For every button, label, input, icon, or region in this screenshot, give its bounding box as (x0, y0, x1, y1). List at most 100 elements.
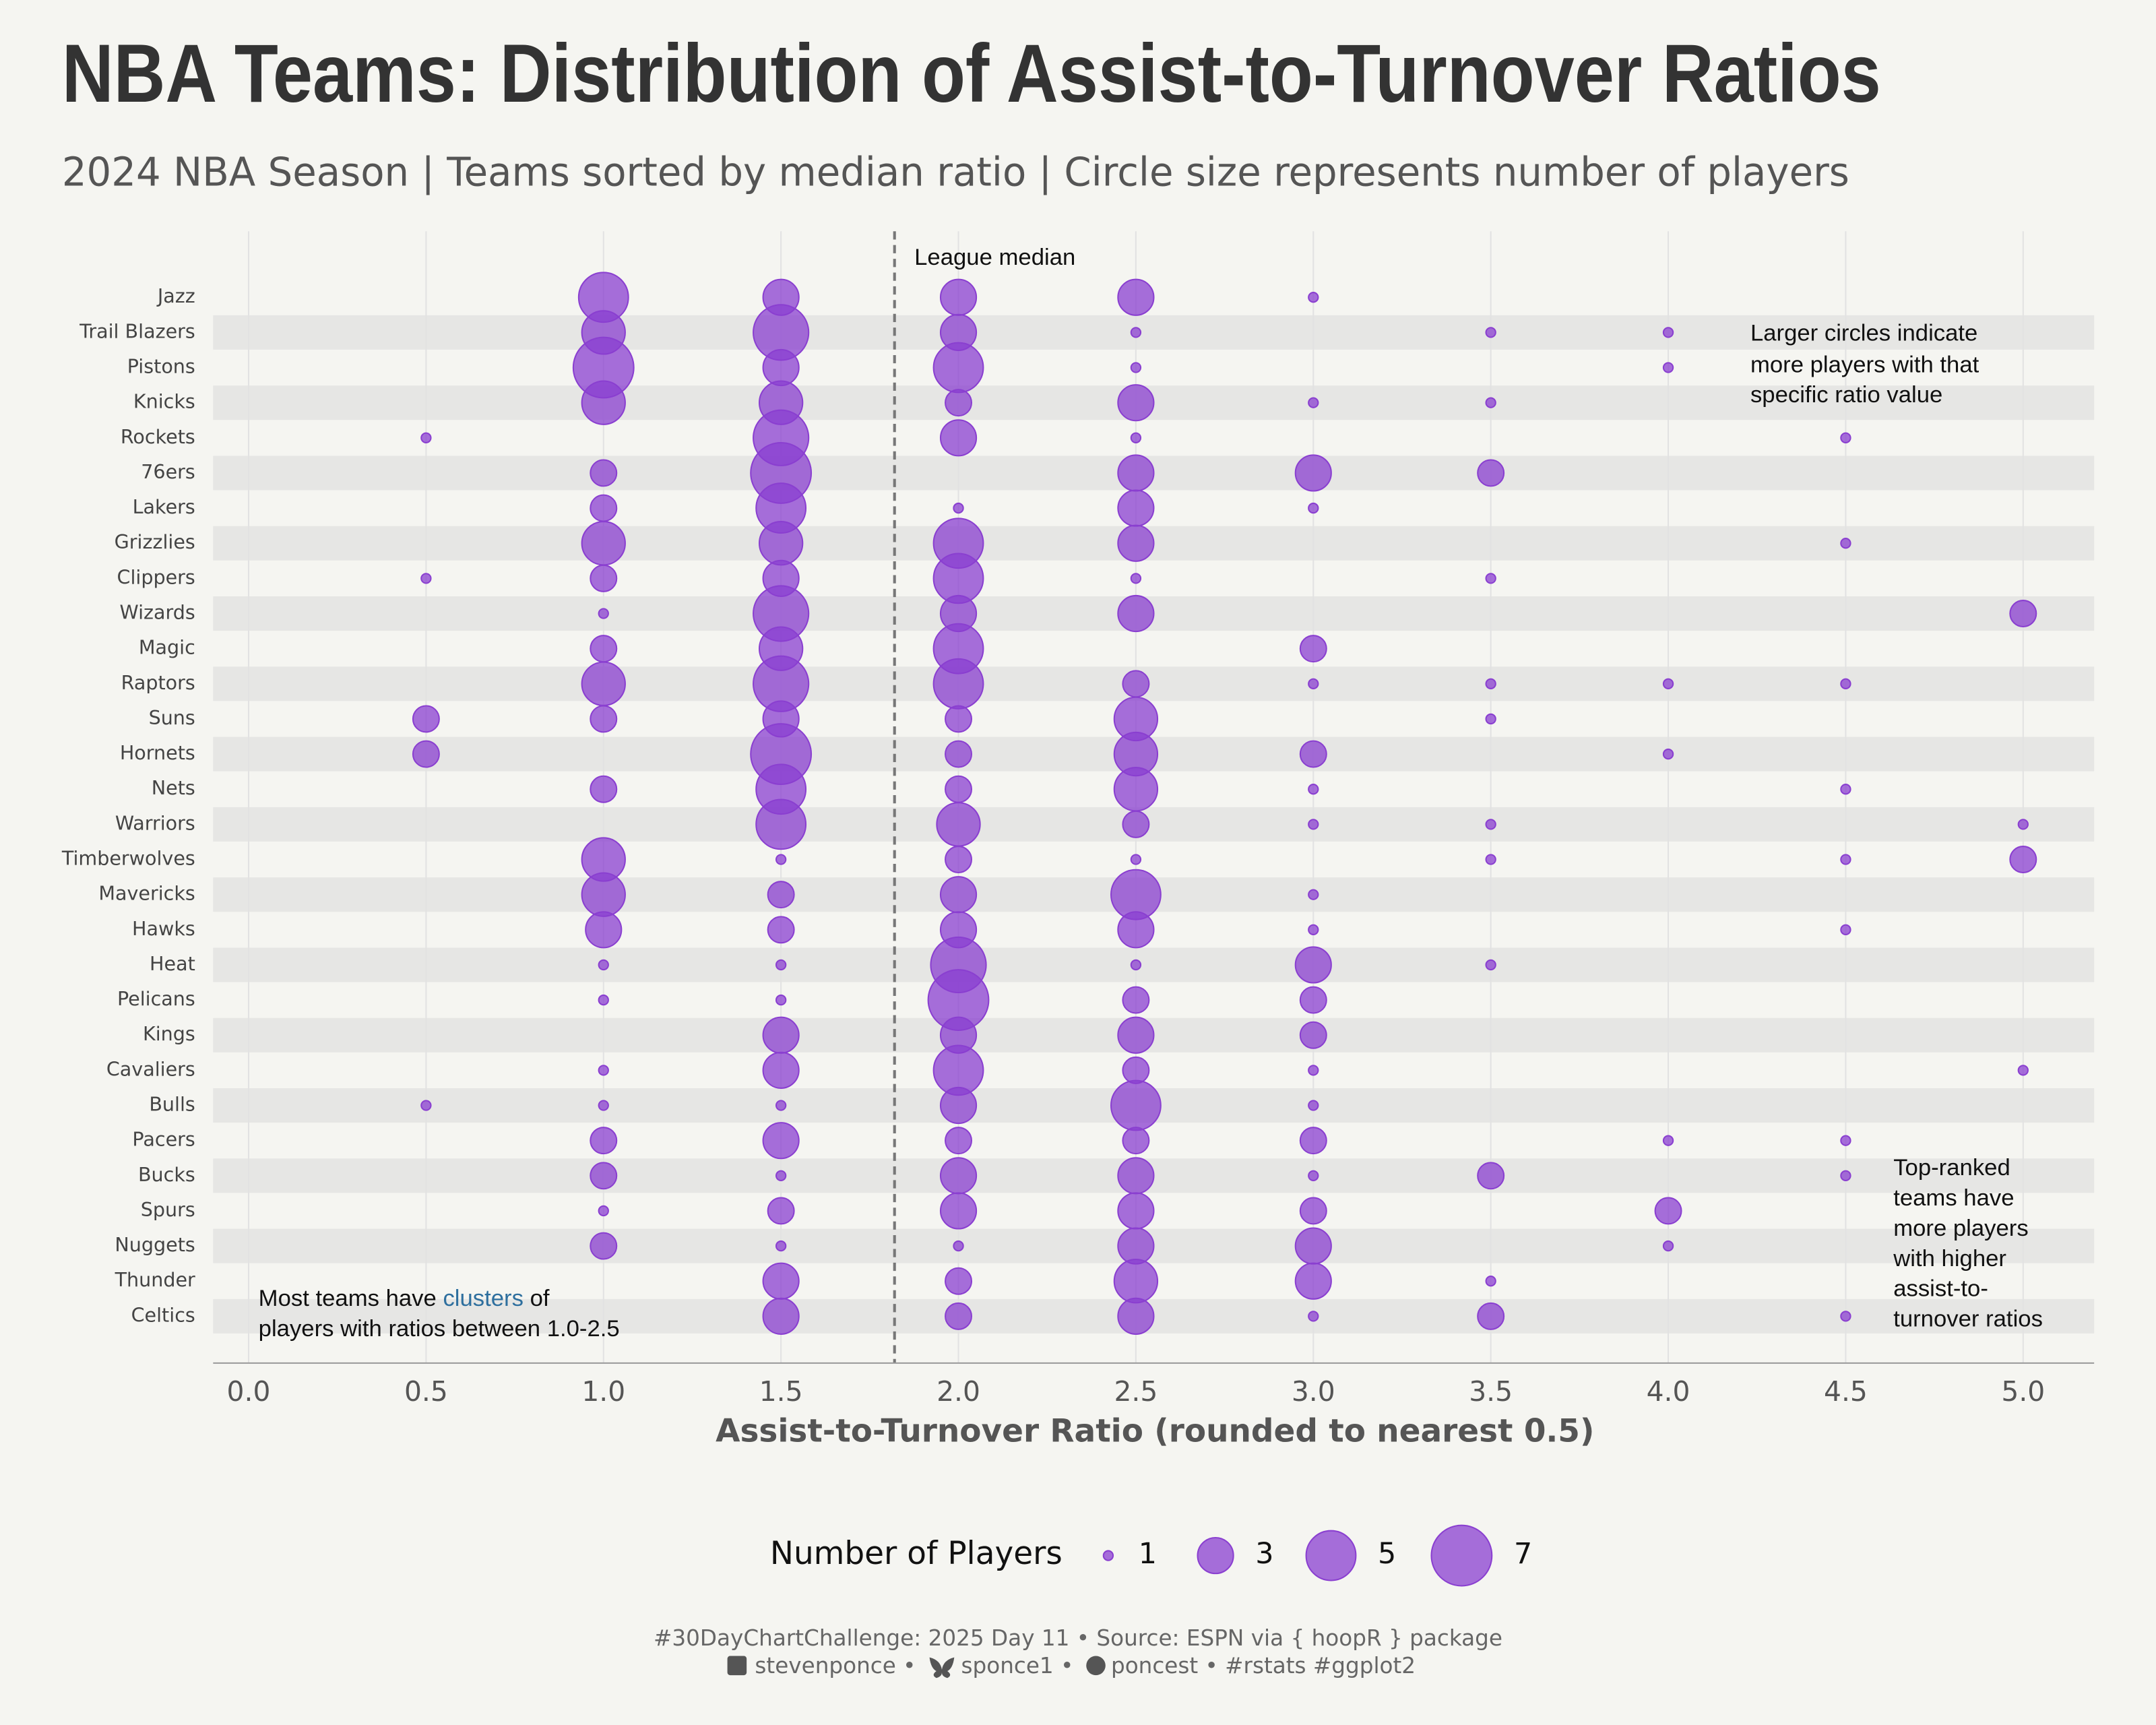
bubble (1840, 538, 1851, 549)
bubble (2009, 600, 2037, 627)
bubble (1117, 454, 1155, 492)
bubble (1110, 1079, 1162, 1131)
x-tick-label: 2.0 (937, 1375, 980, 1408)
bubble (1308, 1065, 1319, 1076)
y-tick-label: Jazz (156, 284, 195, 307)
bubble (1113, 1259, 1159, 1304)
bubble (775, 854, 787, 865)
bubble (939, 278, 978, 316)
bubble (1840, 678, 1851, 689)
bubble (1308, 819, 1319, 830)
bubble (1485, 1276, 1496, 1287)
annotation-part: Most teams have (259, 1286, 443, 1311)
y-tick-label: Hawks (132, 917, 195, 940)
bubble (1485, 678, 1496, 689)
bubble (1308, 397, 1319, 408)
bubble (1662, 1135, 1674, 1146)
bubble (1485, 959, 1496, 971)
legend-key (1197, 1536, 1234, 1575)
x-tick-label: 1.5 (759, 1375, 803, 1408)
bubble (1662, 362, 1674, 373)
bubble (945, 705, 973, 733)
bubble (420, 1100, 432, 1111)
bubble (1485, 327, 1496, 338)
bubble (945, 1267, 973, 1295)
bubble (1485, 573, 1496, 584)
bubble (775, 1240, 787, 1252)
bubble (590, 494, 618, 522)
bubble (1294, 1227, 1332, 1265)
bubble (1485, 854, 1496, 865)
row-band (213, 315, 2095, 350)
bubble (598, 608, 609, 619)
bubble (1117, 1297, 1155, 1335)
bubble (775, 959, 787, 971)
bubble (1299, 635, 1327, 663)
bubble (1299, 1127, 1327, 1155)
y-tick-label: Pistons (127, 355, 195, 378)
annotation-line: specific ratio value (1750, 382, 1942, 408)
y-tick-label: Pelicans (117, 987, 195, 1010)
bubble (1294, 454, 1332, 492)
y-tick-label: Rockets (121, 425, 195, 448)
bubble (1840, 1170, 1851, 1181)
bubble (412, 705, 440, 733)
bubble (1840, 924, 1851, 935)
bubble (1299, 986, 1327, 1014)
legend-label: 7 (1514, 1537, 1532, 1571)
bubble (1117, 1016, 1155, 1054)
bubble (1477, 459, 1505, 487)
y-tick-label: Bulls (149, 1093, 195, 1116)
annotation: Top-ranked teams have more players with … (1893, 1155, 2043, 1331)
y-tick-label: Trail Blazers (79, 319, 195, 342)
bubble (1130, 573, 1142, 584)
bubble (932, 342, 984, 394)
annotation: Most teams have clusters of (259, 1286, 550, 1311)
caption: sponce1 • (961, 1653, 1074, 1679)
row-band (213, 947, 2095, 982)
bubble (1308, 784, 1319, 795)
x-tick-label: 0.5 (404, 1375, 448, 1408)
bubble (581, 661, 626, 706)
annotation-line: Larger circles indicate (1750, 320, 1977, 346)
y-tick-label: Grizzlies (115, 530, 195, 553)
bubble (420, 432, 432, 443)
bubble (590, 564, 618, 592)
y-tick-label: Suns (149, 706, 195, 729)
x-tick-label: 4.5 (1824, 1375, 1868, 1408)
bubble (945, 740, 973, 768)
y-tick-label: Spurs (141, 1198, 195, 1221)
bubble (1122, 986, 1150, 1014)
bubble (598, 959, 609, 971)
legend-label: 3 (1255, 1537, 1273, 1571)
bubble (1299, 1197, 1327, 1225)
bubble (1117, 1227, 1155, 1265)
bubble (590, 1162, 618, 1190)
bubble (945, 846, 973, 873)
y-tick-label: Pacers (132, 1128, 195, 1151)
bubble (1117, 278, 1155, 316)
legend-key (1102, 1550, 1114, 1561)
x-axis-title: Assist-to-Turnover Ratio (rounded to nea… (716, 1412, 1594, 1449)
bubble (412, 740, 440, 768)
annotation-line: teams have (1893, 1185, 2014, 1211)
bubble (1840, 854, 1851, 865)
bubble (755, 798, 807, 850)
bubble (1122, 810, 1150, 838)
y-tick-label: Thunder (115, 1268, 195, 1291)
annotation: players with ratios between 1.0-2.5 (259, 1316, 620, 1342)
annotation-line: with higher (1893, 1246, 2006, 1272)
bubble (1308, 502, 1319, 514)
annotation-line: Top-ranked (1893, 1155, 2010, 1181)
bubble (598, 1205, 609, 1217)
bubble (1130, 362, 1142, 373)
legend-label: 1 (1139, 1537, 1157, 1571)
legend-key (1430, 1524, 1493, 1587)
y-tick-label: Hornets (120, 741, 195, 764)
bubble (590, 635, 618, 663)
chart-subtitle: 2024 NBA Season | Teams sorted by median… (62, 149, 1849, 195)
bubble (758, 521, 804, 566)
bubble (936, 802, 981, 847)
bubble (1477, 1162, 1505, 1190)
